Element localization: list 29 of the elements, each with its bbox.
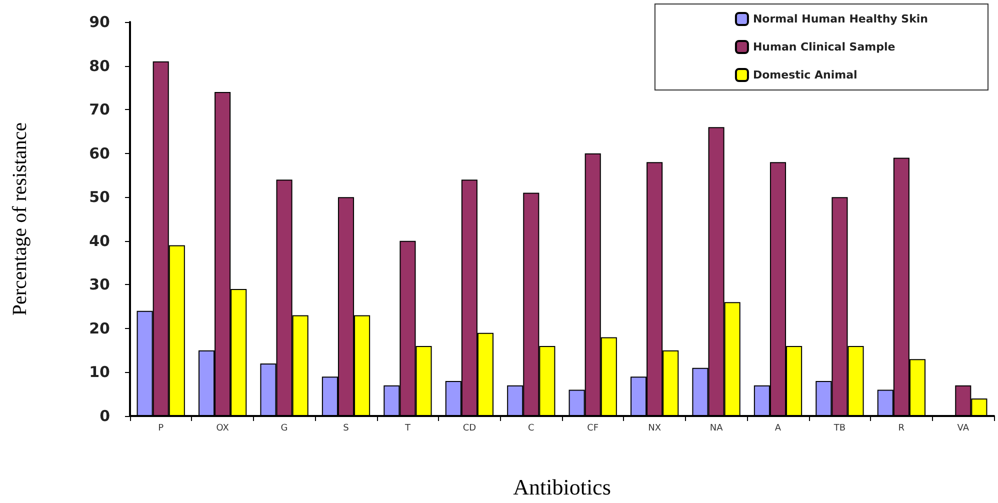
legend-label: Human Clinical Sample	[752, 40, 896, 54]
y-tick-label: 60	[89, 144, 110, 162]
x-tick-label: NX	[648, 424, 662, 434]
y-tick-label: 40	[89, 232, 110, 250]
x-tick-label: CF	[587, 424, 599, 434]
x-tick-label: A	[774, 424, 782, 434]
x-tick-label: CD	[462, 424, 476, 434]
x-tick-label: S	[343, 424, 350, 434]
y-tick-label: 10	[89, 363, 110, 382]
x-tick-label: P	[158, 424, 164, 434]
x-tick-label: NA	[710, 424, 724, 434]
legend-label: Domestic Animal	[752, 68, 858, 82]
y-tick-label: 70	[89, 100, 110, 119]
x-tick-label: R	[898, 424, 905, 434]
x-tick-label: C	[528, 424, 534, 434]
y-tick-label: 30	[89, 276, 110, 294]
y-tick-label: 20	[89, 319, 110, 338]
y-tick-label: 80	[89, 56, 110, 75]
y-tick-label: 50	[89, 188, 110, 206]
y-tick-label: 90	[89, 13, 110, 31]
legend-label: Normal Human Healthy Skin	[752, 12, 928, 26]
x-axis-title: Antibiotics	[513, 474, 611, 500]
x-tick-label: VA	[957, 424, 970, 434]
x-tick-label: G	[280, 424, 288, 434]
x-tick-label: TB	[832, 424, 846, 434]
y-axis-title: Percentage of resistance	[9, 122, 31, 316]
y-tick-label: 0	[100, 407, 110, 425]
x-tick-label: OX	[216, 424, 229, 434]
x-tick-label: T	[404, 424, 411, 434]
